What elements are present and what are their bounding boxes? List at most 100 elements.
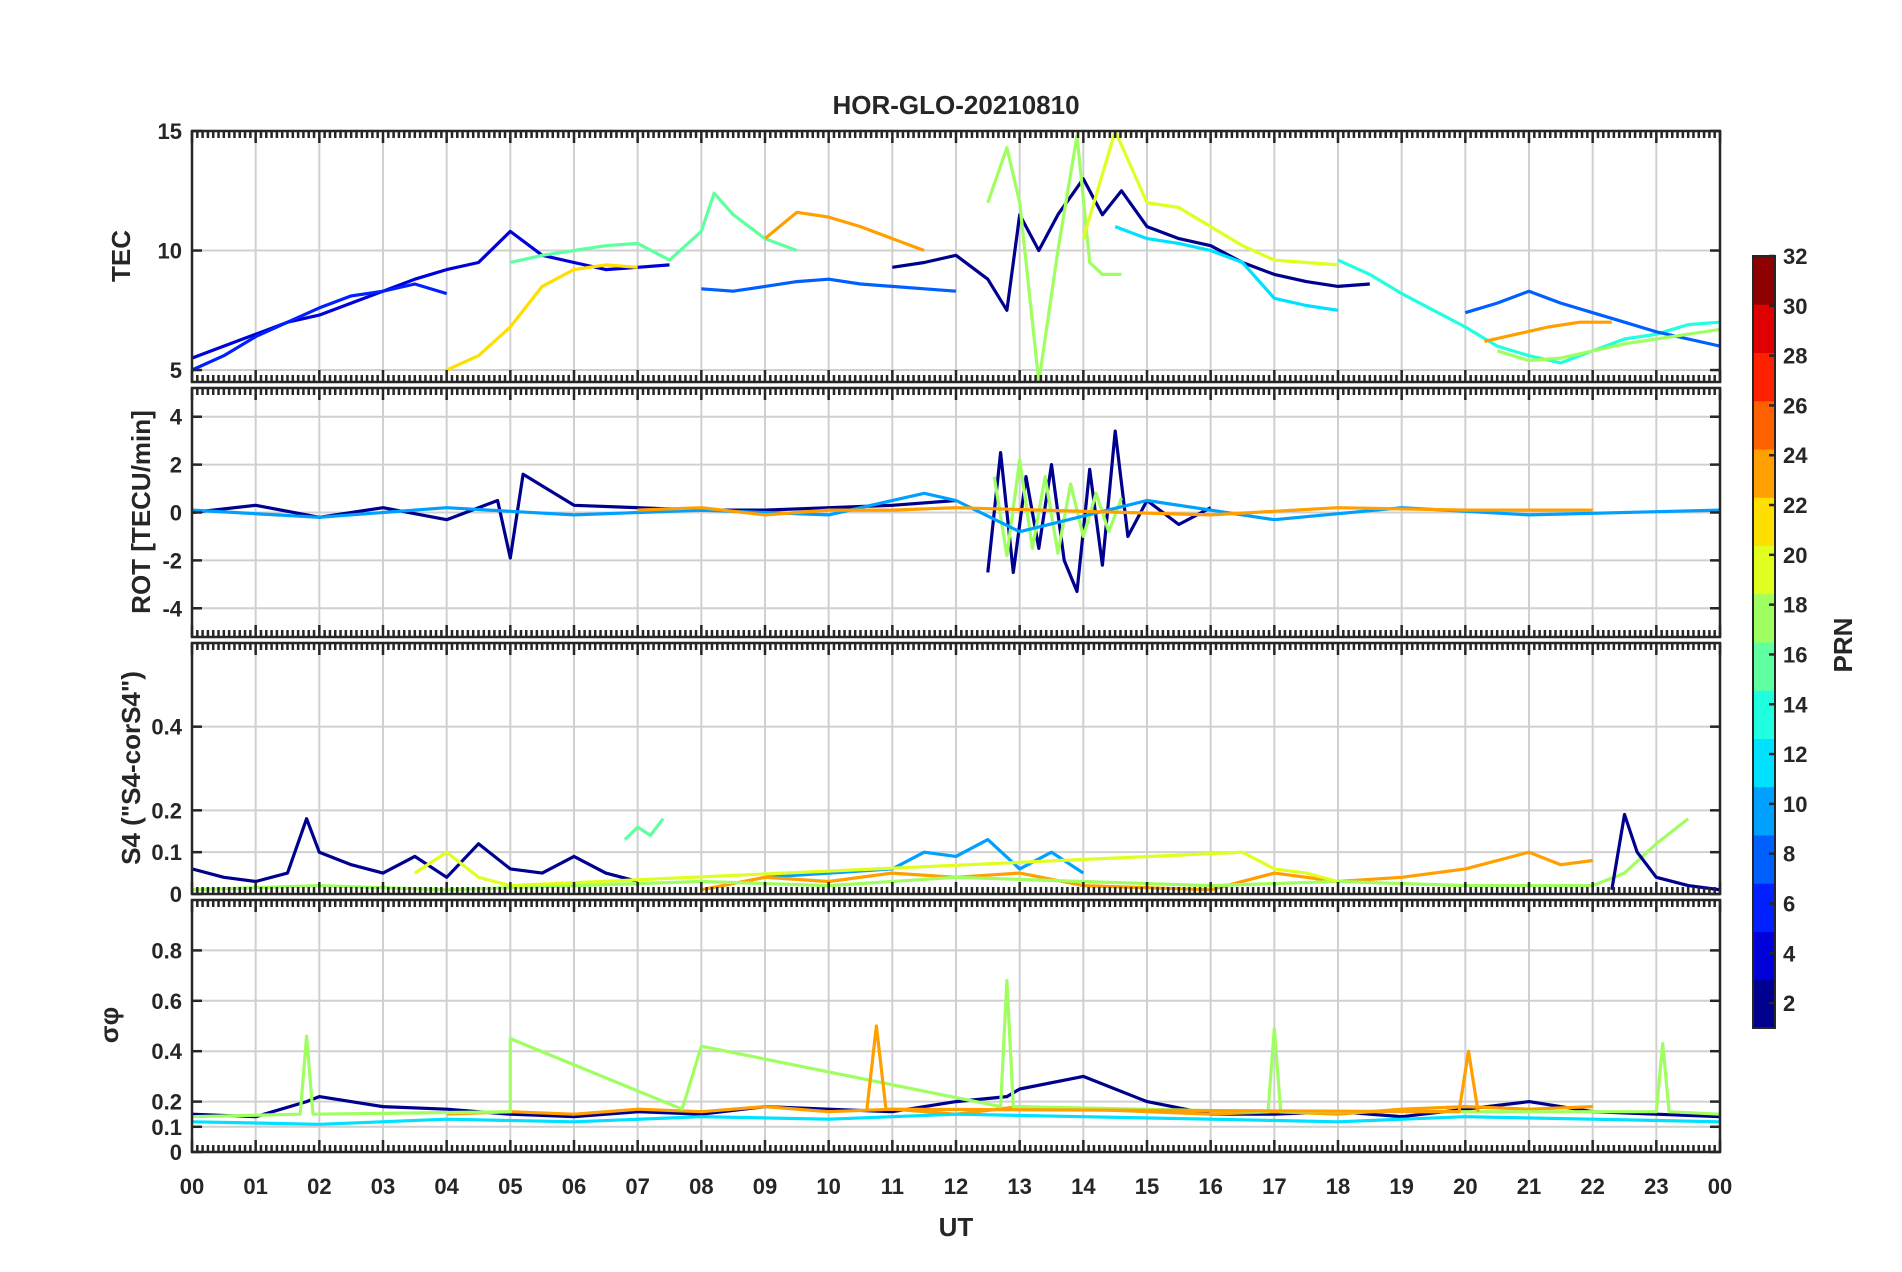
x-tick-label: 01 <box>243 1174 267 1199</box>
colorbar-segment <box>1753 304 1775 353</box>
x-tick-label: 21 <box>1517 1174 1541 1199</box>
series-line-prn-17 <box>986 134 1122 382</box>
y-tick-label: 10 <box>158 239 182 264</box>
colorbar-tick-label: 4 <box>1783 941 1796 966</box>
colorbar-segment <box>1753 931 1775 981</box>
y-tick-label: 0.4 <box>151 1039 182 1064</box>
colorbar-tick-label: 12 <box>1783 742 1807 767</box>
series-line-prn-24 <box>763 210 925 252</box>
y-tick-label: 0 <box>170 882 182 907</box>
x-tick-label: 13 <box>1007 1174 1031 1199</box>
x-tick-label: 02 <box>307 1174 331 1199</box>
colorbar-segment <box>1753 690 1775 739</box>
series-group <box>192 429 1720 594</box>
series-line-prn-15 <box>623 817 665 841</box>
colorbar-tick-label: 20 <box>1783 543 1807 568</box>
series-line-prn-20 <box>413 850 1339 888</box>
x-tick-label: 07 <box>625 1174 649 1199</box>
x-tick-label: 00 <box>1708 1174 1732 1199</box>
x-tick-label: 04 <box>434 1174 459 1199</box>
y-axis-label: ROT [TECU/min] <box>126 410 156 614</box>
colorbar-segment <box>1753 593 1775 643</box>
series-line-prn-17 <box>1496 327 1720 363</box>
series-line-prn-12 <box>192 1112 1720 1126</box>
panel-rot: -4 -2 0 2 4 ROT [TECU/min] <box>126 386 1722 639</box>
series-group <box>192 131 1720 382</box>
x-tick-label: 22 <box>1580 1174 1604 1199</box>
colorbar-tick-label: 6 <box>1783 891 1795 916</box>
y-tick-label: 4 <box>170 405 183 430</box>
colorbar-tick-label: 26 <box>1783 393 1807 418</box>
colorbar-tick-label: 10 <box>1783 792 1807 817</box>
x-tick-labels: 00 01 02 03 04 05 06 07 08 09 10 11 12 13 14 15 16 17 18 19… <box>180 1174 1732 1199</box>
colorbar-segment <box>1753 642 1775 691</box>
x-tick-label: 03 <box>371 1174 395 1199</box>
y-tick-label: 0.1 <box>151 1115 182 1140</box>
series-line-prn-12 <box>1114 225 1339 312</box>
y-tick-label: 0 <box>170 1140 182 1165</box>
x-tick-label: 17 <box>1262 1174 1286 1199</box>
series-line-prn-17 <box>192 978 1720 1119</box>
series-line-prn-19 <box>1081 131 1339 267</box>
y-tick-label: -4 <box>162 596 182 621</box>
colorbar-tick-label: 18 <box>1783 593 1807 618</box>
colorbar-segment <box>1753 497 1775 546</box>
colorbar-tick-label: 14 <box>1783 692 1808 717</box>
series-group <box>192 978 1720 1126</box>
colorbar-tick-label: 24 <box>1783 443 1808 468</box>
x-tick-label: 09 <box>753 1174 777 1199</box>
y-tick-label: 0 <box>170 501 182 526</box>
y-tick-label: 0.6 <box>151 989 182 1014</box>
x-tick-label: 08 <box>689 1174 713 1199</box>
x-tick-label: 14 <box>1071 1174 1096 1199</box>
x-tick-label: 06 <box>562 1174 586 1199</box>
x-tick-label: 00 <box>180 1174 204 1199</box>
x-tick-label: 05 <box>498 1174 522 1199</box>
series-line-prn-2 <box>892 177 1370 312</box>
y-tick-label: 0.1 <box>151 840 182 865</box>
panel-tec: 5 10 15 TEC <box>106 119 1722 384</box>
series-line-prn-17 <box>992 458 1123 558</box>
colorbar-tick-label: 16 <box>1783 642 1807 667</box>
series-line-prn-24 <box>637 506 1593 517</box>
y-axis-label: TEC <box>106 230 136 282</box>
colorbar-tick-label: 8 <box>1783 842 1795 867</box>
x-tick-label: 11 <box>881 1174 904 1199</box>
y-axis-label: σφ <box>94 1007 124 1043</box>
y-tick-label: 0.2 <box>151 1090 182 1115</box>
x-tick-label: 19 <box>1389 1174 1413 1199</box>
y-tick-label: 2 <box>170 453 182 478</box>
series-line-prn-23 <box>1484 320 1612 343</box>
x-tick-label: 20 <box>1453 1174 1477 1199</box>
x-axis-label: UT <box>939 1212 974 1242</box>
series-line-prn-14 <box>1337 258 1720 365</box>
x-tick-label: 15 <box>1135 1174 1159 1199</box>
series-line-prn-6 <box>192 282 448 372</box>
colorbar-frame <box>1752 255 1776 1029</box>
chart-title: HOR-GLO-20210810 <box>832 90 1079 120</box>
colorbar-tick-label: 22 <box>1783 493 1807 518</box>
y-tick-label: 5 <box>170 358 182 383</box>
colorbar-segment <box>1753 883 1775 932</box>
y-tick-label: 0.2 <box>151 798 182 823</box>
colorbar-segment <box>1753 256 1775 305</box>
x-tick-label: 18 <box>1326 1174 1350 1199</box>
colorbar-segment <box>1753 545 1775 595</box>
colorbar-label: PRN <box>1828 618 1858 673</box>
panel-s4: 0 0.1 0.2 0.4S4 ("S4-corS4") <box>116 641 1722 907</box>
y-axis-label: S4 ("S4-corS4") <box>116 671 146 865</box>
colorbar-tick-label: 28 <box>1783 344 1807 369</box>
x-tick-label: 23 <box>1644 1174 1668 1199</box>
series-line-prn-21 <box>446 263 638 372</box>
x-tick-label: 12 <box>944 1174 968 1199</box>
x-tick-label: 16 <box>1198 1174 1222 1199</box>
y-tick-label: 0.4 <box>151 715 182 740</box>
colorbar-tick-label: 30 <box>1783 294 1807 319</box>
y-tick-label: -2 <box>162 548 182 573</box>
colorbar-tick-label: 32 <box>1783 244 1807 269</box>
series-line-prn-2 <box>192 817 639 884</box>
series-line-prn-23 <box>865 1024 1480 1114</box>
panel-sigma: 00.10.2 0.4 0.6 0.8 σφ <box>94 898 1722 1165</box>
colorbar-segment <box>1753 400 1775 450</box>
